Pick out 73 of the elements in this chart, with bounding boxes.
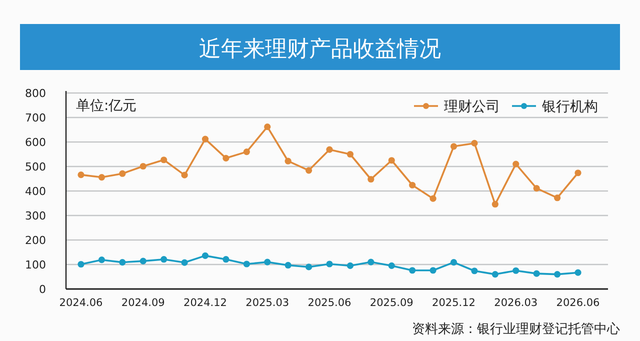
- point: [450, 258, 458, 266]
- point: [388, 262, 395, 270]
- y-tick-label: 800: [25, 87, 46, 100]
- point: [284, 158, 292, 164]
- y-tick-label: 600: [25, 136, 46, 149]
- point: [202, 252, 209, 259]
- point: [222, 154, 230, 162]
- legend-label: 理财公司: [444, 99, 500, 115]
- point: [574, 269, 582, 276]
- point: [512, 267, 520, 274]
- x-tick-label: 2026.06: [556, 297, 600, 309]
- point: [346, 262, 354, 270]
- point: [346, 150, 354, 158]
- x-tick-label: 2024.09: [121, 297, 165, 309]
- y-tick-label: 400: [25, 185, 46, 198]
- point: [492, 271, 498, 278]
- x-tick-label: 2025.09: [370, 297, 414, 309]
- point: [326, 146, 333, 153]
- point: [243, 260, 250, 268]
- point: [409, 267, 416, 274]
- point: [181, 259, 188, 266]
- point: [368, 176, 374, 183]
- point: [430, 195, 436, 202]
- point: [284, 262, 292, 269]
- point: [492, 200, 498, 208]
- y-tick-label: 200: [25, 234, 46, 247]
- point: [368, 258, 374, 266]
- y-tick-label: 700: [25, 112, 46, 124]
- point: [119, 170, 126, 177]
- point: [450, 143, 458, 150]
- point: [554, 194, 561, 202]
- point: [388, 157, 395, 164]
- point: [160, 156, 168, 164]
- point: [471, 140, 478, 147]
- point: [222, 256, 230, 263]
- point: [264, 258, 271, 266]
- y-tick-label: 500: [25, 160, 46, 174]
- point: [533, 270, 540, 277]
- point: [202, 136, 209, 142]
- y-tick-label: 300: [25, 210, 46, 222]
- point: [533, 185, 540, 192]
- point: [264, 124, 271, 130]
- x-tick-label: 2025.03: [246, 297, 290, 309]
- y-tick-label: 100: [25, 258, 46, 272]
- point: [554, 271, 561, 278]
- point: [305, 167, 312, 174]
- x-tick-label: 2024.12: [184, 297, 227, 309]
- y-tick-label: 0: [39, 283, 46, 296]
- point: [140, 162, 146, 170]
- annotation: 单位:亿元: [76, 98, 137, 114]
- point: [471, 268, 478, 274]
- point: [181, 172, 188, 178]
- point: [98, 174, 106, 181]
- point: [512, 160, 520, 168]
- chart-title: 近年来理财产品收益情况: [199, 37, 441, 62]
- point: [326, 260, 333, 268]
- x-tick-label: 2025.06: [308, 297, 352, 309]
- x-tick-label: 2024.06: [59, 297, 104, 309]
- text: 资料来源：银行业理财登记托管中心: [412, 321, 620, 337]
- point: [305, 264, 312, 270]
- point: [574, 170, 582, 176]
- point: [160, 256, 168, 263]
- point: [78, 260, 84, 268]
- point: [430, 267, 436, 274]
- point: [409, 182, 416, 188]
- point: [78, 172, 84, 178]
- point: [98, 256, 106, 264]
- point: [140, 258, 146, 264]
- point: [119, 258, 126, 266]
- x-tick-label: 2026.03: [494, 297, 538, 309]
- point: [243, 148, 250, 156]
- x-tick-label: 2025.12: [432, 297, 476, 309]
- legend-label: 银行机构: [541, 99, 598, 115]
